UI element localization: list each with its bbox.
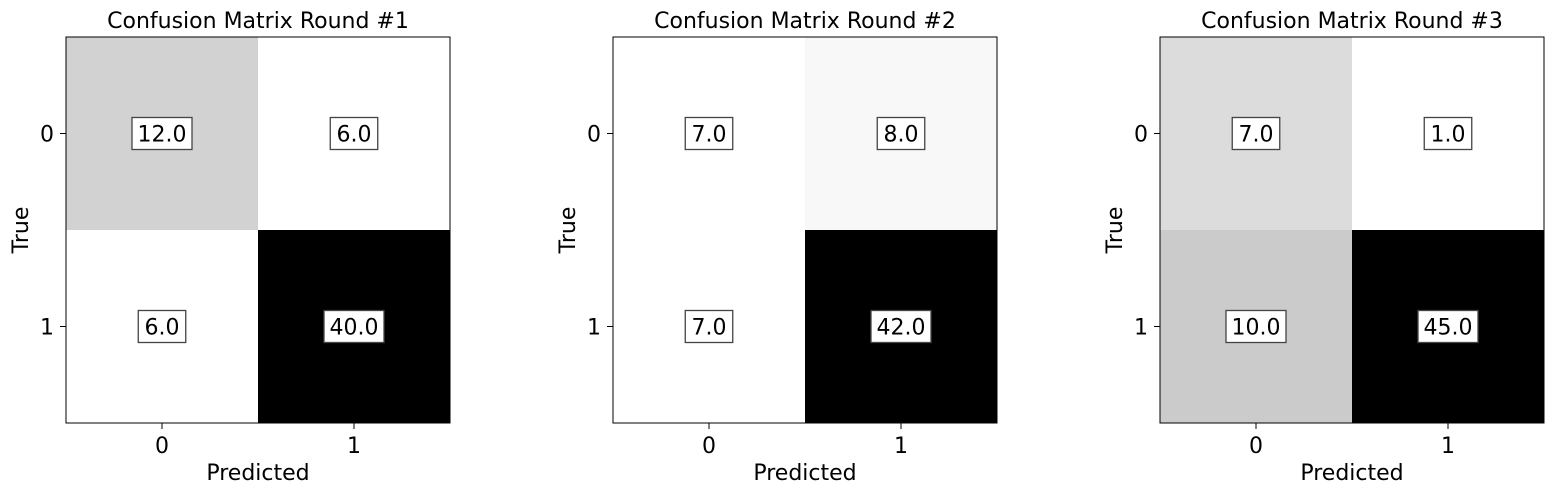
value-label: 45.0	[1424, 316, 1473, 341]
value-label: 7.0	[692, 316, 727, 341]
value-label-box	[684, 116, 734, 151]
value-label: 42.0	[877, 316, 926, 341]
value-label-box	[137, 309, 187, 344]
value-label: 7.0	[1239, 123, 1274, 148]
value-label-box	[1231, 116, 1281, 151]
y-tick-label: 1	[587, 316, 601, 341]
value-label: 40.0	[330, 316, 379, 341]
plot-frame	[65, 36, 451, 424]
chart-title: Confusion Matrix Round #3	[1201, 9, 1503, 34]
x-tick-label: 1	[347, 434, 361, 459]
heatmap-plot-area: 12.0 6.0 6.0 40.0 0 1 0 1	[40, 36, 451, 459]
x-axis-label: Predicted	[206, 461, 309, 486]
y-axis-label: True	[9, 207, 34, 255]
confusion-matrix-chart-2: Confusion Matrix Round #2 Predicted True…	[556, 9, 998, 486]
x-axis-label: Predicted	[1300, 461, 1403, 486]
y-tick-label: 1	[40, 316, 54, 341]
value-label: 1.0	[1431, 123, 1466, 148]
y-axis-label: True	[556, 207, 581, 255]
value-label-box	[684, 309, 734, 344]
value-label-box	[329, 116, 379, 151]
confusion-matrix-panel-1: Confusion Matrix Round #1 Predicted True…	[0, 0, 520, 495]
value-label: 12.0	[138, 123, 187, 148]
heatmap-plot-area: 7.0 8.0 7.0 42.0 0 1 0 1	[587, 36, 998, 459]
y-tick-label: 0	[1134, 123, 1148, 148]
value-label-box	[1225, 309, 1287, 344]
value-label-box	[1423, 116, 1473, 151]
y-axis-label: True	[1103, 207, 1128, 255]
y-tick-label: 0	[40, 123, 54, 148]
value-label-box	[323, 309, 385, 344]
x-tick-label: 1	[1441, 434, 1455, 459]
plot-frame	[1159, 36, 1545, 424]
value-label: 8.0	[884, 123, 919, 148]
value-label-box	[131, 116, 193, 151]
chart-title: Confusion Matrix Round #1	[107, 9, 409, 34]
confusion-matrix-chart-3: Confusion Matrix Round #3 Predicted True…	[1103, 9, 1545, 486]
value-label-box	[876, 116, 926, 151]
confusion-matrix-panel-2: Confusion Matrix Round #2 Predicted True…	[547, 0, 1067, 495]
chart-title: Confusion Matrix Round #2	[654, 9, 956, 34]
x-tick-label: 0	[1249, 434, 1263, 459]
value-label: 6.0	[145, 316, 180, 341]
y-tick-label: 0	[587, 123, 601, 148]
x-tick-label: 1	[894, 434, 908, 459]
y-tick-label: 1	[1134, 316, 1148, 341]
x-tick-label: 0	[155, 434, 169, 459]
plot-frame	[612, 36, 998, 424]
x-axis-label: Predicted	[753, 461, 856, 486]
value-label-box	[1417, 309, 1479, 344]
value-label: 6.0	[337, 123, 372, 148]
confusion-matrix-panel-3: Confusion Matrix Round #3 Predicted True…	[1094, 0, 1553, 495]
value-label-box	[870, 309, 932, 344]
heatmap-plot-area: 7.0 1.0 10.0 45.0 0 1 0 1	[1134, 36, 1545, 459]
x-tick-label: 0	[702, 434, 716, 459]
value-label: 7.0	[692, 123, 727, 148]
value-label: 10.0	[1232, 316, 1281, 341]
confusion-matrix-chart-1: Confusion Matrix Round #1 Predicted True…	[9, 9, 451, 486]
